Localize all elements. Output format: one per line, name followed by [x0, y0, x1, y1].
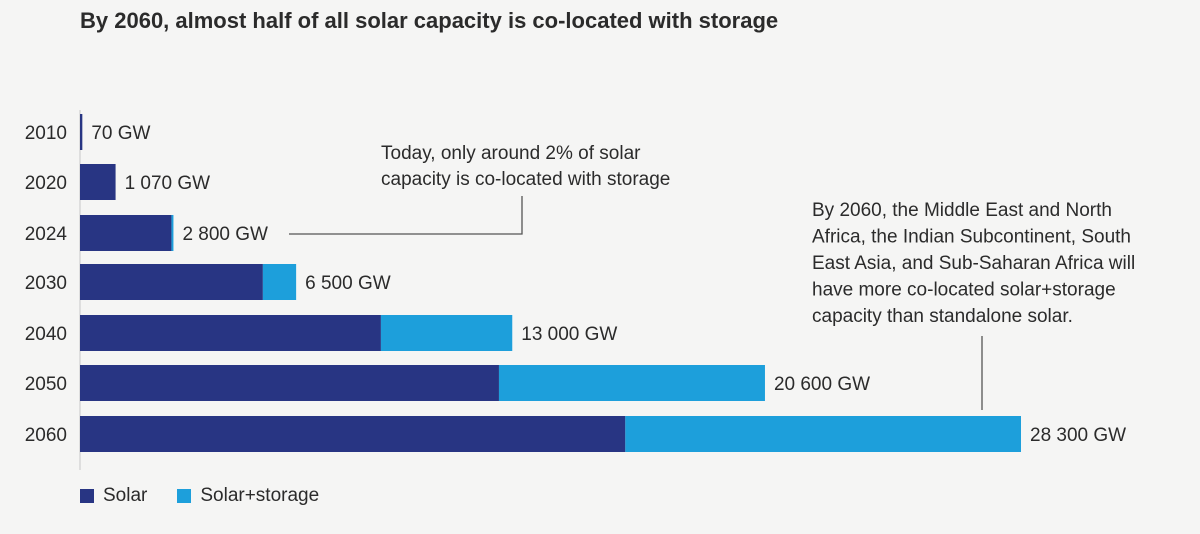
annotation-text-2060: By 2060, the Middle East and North — [812, 200, 1112, 221]
bar-total-label: 28 300 GW — [1030, 425, 1126, 446]
annotation-text-2060: have more co-located solar+storage — [812, 280, 1116, 301]
annotation-text-2060: East Asia, and Sub-Saharan Africa will — [812, 253, 1135, 274]
bar-segment-solar-storage — [171, 215, 174, 251]
legend-label-solar: Solar — [103, 485, 148, 506]
bar-segment-solar-storage — [625, 416, 1021, 452]
bar-total-label: 70 GW — [91, 123, 150, 144]
y-tick-label: 2050 — [25, 374, 67, 395]
annotation-text-2060: Africa, the Indian Subcontinent, South — [812, 227, 1131, 248]
bar-segment-solar-storage — [262, 264, 297, 300]
legend-swatch-solar — [80, 489, 94, 503]
bar-segment-solar — [80, 315, 381, 351]
bar-segment-solar — [80, 114, 83, 150]
bar-total-label: 1 070 GW — [125, 173, 211, 194]
bar-segment-solar — [80, 264, 263, 300]
bar-segment-solar-storage — [380, 315, 513, 351]
y-tick-label: 2010 — [25, 123, 67, 144]
y-tick-label: 2024 — [25, 224, 68, 245]
annotation-text-2024: Today, only around 2% of solar — [381, 143, 641, 164]
legend-item-solar-storage: Solar+storage — [177, 485, 319, 507]
annotation-text-2024: capacity is co-located with storage — [381, 169, 670, 190]
bar-segment-solar — [80, 215, 172, 251]
chart-title: By 2060, almost half of all solar capaci… — [80, 8, 779, 33]
legend-label-solar-storage: Solar+storage — [200, 485, 320, 506]
bar-total-label: 20 600 GW — [774, 374, 870, 395]
legend: Solar Solar+storage — [80, 485, 319, 507]
y-tick-label: 2020 — [25, 173, 67, 194]
bar-segment-solar — [80, 365, 499, 401]
legend-swatch-solar-storage — [177, 489, 192, 503]
bar-segment-solar — [80, 164, 116, 200]
y-tick-label: 2030 — [25, 273, 67, 294]
annotation-leader-2024 — [289, 196, 523, 235]
bar-segment-solar-storage — [498, 365, 765, 401]
bar-segment-solar — [80, 416, 626, 452]
legend-item-solar: Solar — [80, 485, 147, 507]
annotation-text-2060: capacity than standalone solar. — [812, 306, 1073, 327]
y-tick-label: 2040 — [25, 324, 67, 345]
bar-total-label: 13 000 GW — [521, 324, 617, 345]
bar-total-label: 2 800 GW — [182, 224, 268, 245]
y-tick-label: 2060 — [25, 425, 67, 446]
bar-total-label: 6 500 GW — [305, 273, 391, 294]
